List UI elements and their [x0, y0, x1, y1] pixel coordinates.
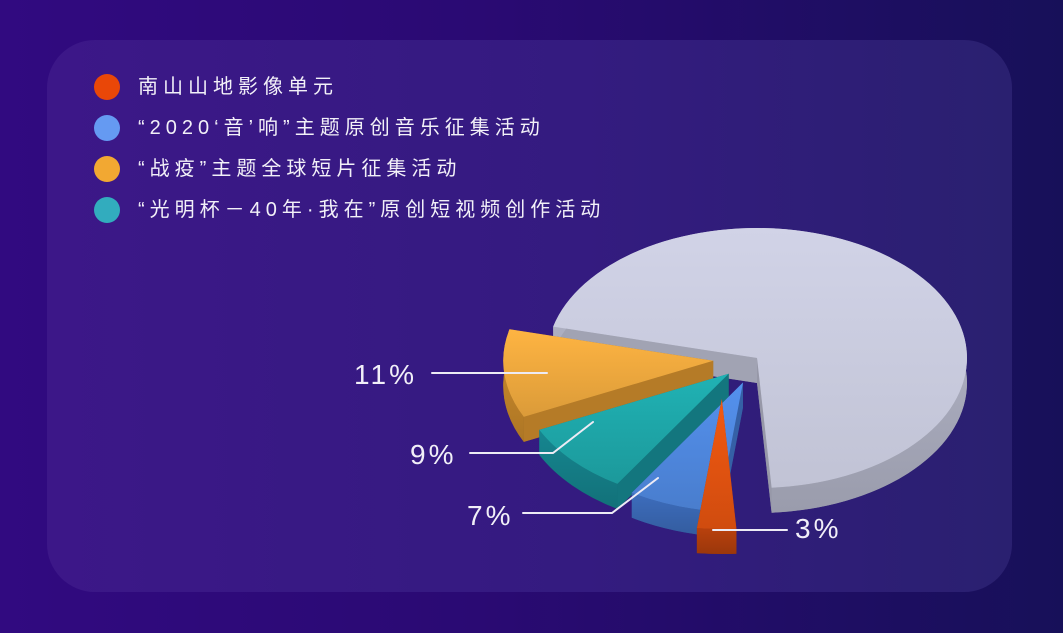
legend-item-label: 南山山地影像单元 [138, 76, 338, 98]
pie-slice-3pct [696, 399, 737, 555]
legend-item-label: “光明杯－40年·我在”原创短视频创作活动 [138, 199, 606, 221]
legend-item-label: “战疫”主题全球短片征集活动 [138, 158, 462, 180]
pie-slice-11pct [503, 329, 714, 442]
label-line-9pct [469, 421, 594, 454]
chart-legend: 南山山地影像单元 “2020‘音’响”主题原创音乐征集活动 “战疫”主题全球短片… [94, 74, 605, 223]
pie-slice-9pct [539, 373, 729, 509]
legend-color-dot-icon [94, 156, 120, 182]
legend-color-dot-icon [94, 74, 120, 100]
percent-label-11: 11% [354, 359, 417, 390]
legend-item: “2020‘音’响”主题原创音乐征集活动 [94, 115, 605, 141]
legend-color-dot-icon [94, 197, 120, 223]
percent-label-7: 7% [467, 500, 514, 531]
legend-item: “战疫”主题全球短片征集活动 [94, 156, 605, 182]
legend-color-dot-icon [94, 115, 120, 141]
percent-label-9: 9% [410, 439, 457, 470]
legend-item: “光明杯－40年·我在”原创短视频创作活动 [94, 197, 605, 223]
legend-item-label: “2020‘音’响”主题原创音乐征集活动 [138, 117, 545, 139]
label-line-7pct [522, 477, 659, 514]
percent-label-3: 3% [795, 513, 842, 544]
legend-item: 南山山地影像单元 [94, 74, 605, 100]
